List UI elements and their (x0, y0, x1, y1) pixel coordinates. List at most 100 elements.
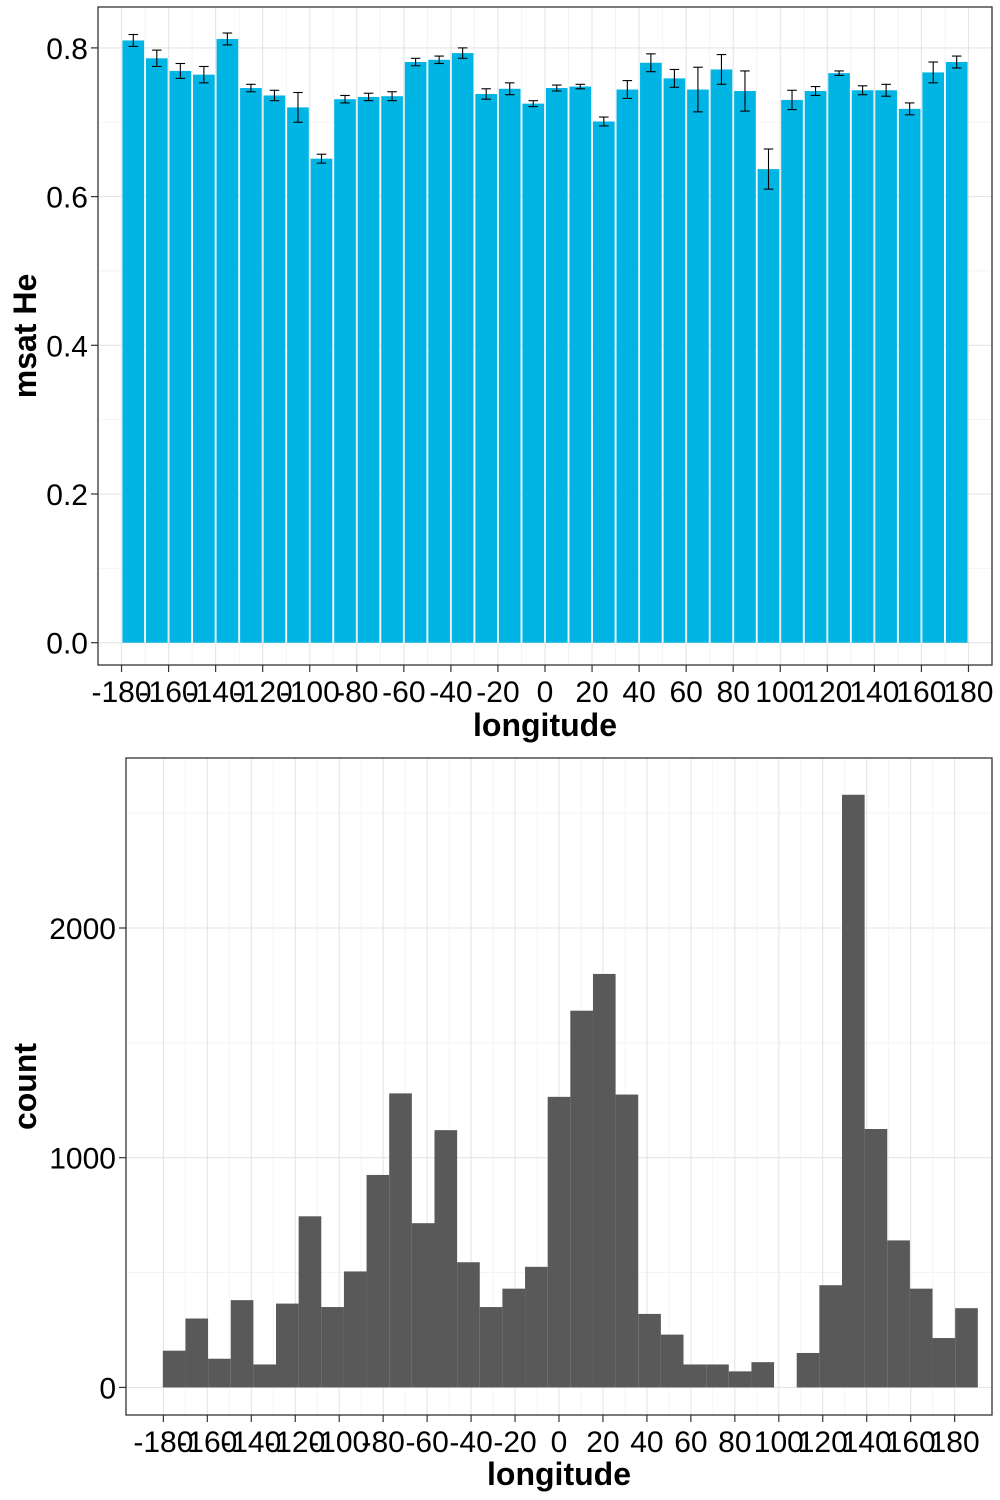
error-bar (293, 91, 303, 123)
x-axis-title: longitude (487, 1456, 631, 1492)
histogram-bin (411, 1223, 435, 1388)
error-bar (787, 89, 797, 111)
bar (475, 93, 498, 643)
error-bar (834, 70, 844, 76)
bar (357, 96, 380, 643)
histogram-bin (909, 1288, 933, 1388)
bar (334, 99, 356, 643)
bar (687, 89, 709, 643)
y-tick-label: 0.8 (46, 33, 88, 66)
bars (122, 38, 968, 643)
x-tick-label: 140 (842, 1426, 892, 1459)
error-bar (928, 61, 938, 84)
bar (592, 121, 615, 643)
error-bar (904, 102, 915, 116)
x-tick-label: -140 (186, 676, 246, 709)
bar (804, 91, 827, 643)
bar (498, 88, 521, 643)
histogram-bin (751, 1362, 775, 1388)
x-tick-label: -100 (309, 1426, 369, 1459)
histogram-bin (276, 1303, 299, 1388)
error-bar (552, 84, 562, 92)
y-axis-title: msat He (7, 274, 43, 399)
error-bar (669, 68, 680, 88)
x-tick-label: 120 (798, 1426, 848, 1459)
histogram-bin (525, 1266, 548, 1388)
msat-he-bar-chart: -180-160-140-120-100-80 -60 -40 -20 0 20 40 60 8… (7, 6, 994, 743)
x-tick-label: -120 (233, 676, 293, 709)
x-tick-label: 40 (630, 1426, 663, 1459)
error-bar (246, 83, 256, 93)
histogram-bin (502, 1288, 526, 1388)
histogram-bin (638, 1313, 661, 1388)
x-tick-label: 40 (622, 676, 655, 709)
bar (428, 59, 450, 643)
bar (404, 62, 427, 643)
x-tick-label: 140 (849, 676, 899, 709)
error-bar (152, 49, 162, 68)
x-tick-label: 160 (896, 676, 946, 709)
bar (145, 58, 168, 643)
y-tick-label: 1000 (49, 1143, 116, 1176)
x-tick-label: 100 (754, 1426, 804, 1459)
y-tick-label: 0 (99, 1372, 116, 1405)
histogram-bin (457, 1262, 480, 1388)
error-bar (857, 85, 868, 96)
error-bar (599, 116, 609, 127)
error-bar (646, 53, 656, 73)
y-tick-label: 2000 (49, 913, 116, 946)
x-tick-label: -180 (92, 676, 152, 709)
bar (828, 73, 850, 643)
histogram-bin (434, 1130, 458, 1388)
bar (545, 88, 568, 643)
bar (945, 62, 968, 643)
bar (263, 95, 286, 643)
x-tick-label: -80 (361, 1426, 404, 1459)
bar (216, 38, 239, 643)
x-tick-label: 100 (755, 676, 805, 709)
error-bar (622, 80, 633, 100)
bar (287, 107, 309, 643)
y-tick-label: 0.4 (46, 330, 88, 363)
histogram-bin (683, 1364, 707, 1388)
bar (522, 103, 545, 643)
error-bar (693, 66, 703, 113)
bar (757, 169, 780, 643)
axis-ticks: -180-160-140-120-100-80 -60 -40 -20 0 20 40 60 8… (46, 33, 993, 709)
histogram-bin (570, 1010, 593, 1388)
bar (381, 96, 403, 643)
error-bar (504, 82, 515, 96)
error-bar (457, 47, 468, 59)
histogram-bin (366, 1174, 390, 1388)
x-tick-label: -160 (177, 1426, 237, 1459)
x-tick-label: -40 (449, 1426, 492, 1459)
histogram-bin (162, 1350, 186, 1388)
error-bar (269, 89, 280, 102)
x-tick-label: 180 (943, 676, 993, 709)
error-bar (951, 55, 962, 69)
x-tick-label: 60 (669, 676, 702, 709)
histogram-bin (796, 1352, 820, 1388)
error-bar (128, 33, 139, 47)
bar (734, 91, 756, 643)
longitude-count-histogram: -180-160-140-120-100-80 -60 -40 -20 0 20 40 60 8… (7, 757, 993, 1492)
histogram-bin (547, 1096, 571, 1388)
x-tick-label: -120 (265, 1426, 325, 1459)
error-bar (387, 91, 397, 102)
error-bars (128, 32, 962, 190)
x-axis-title: longitude (473, 707, 617, 743)
bar (616, 89, 639, 643)
x-tick-label: -140 (221, 1426, 281, 1459)
x-tick-label: 80 (718, 1426, 751, 1459)
x-tick-label: -160 (139, 676, 199, 709)
histogram-bin (253, 1364, 277, 1388)
bar (569, 86, 592, 643)
x-tick-label: -80 (335, 676, 378, 709)
x-tick-label: -100 (280, 676, 340, 709)
x-tick-label: 20 (586, 1426, 619, 1459)
y-axis-title: count (7, 1043, 43, 1130)
error-bar (575, 83, 586, 90)
bar (710, 69, 733, 643)
histogram-bin (660, 1334, 684, 1388)
